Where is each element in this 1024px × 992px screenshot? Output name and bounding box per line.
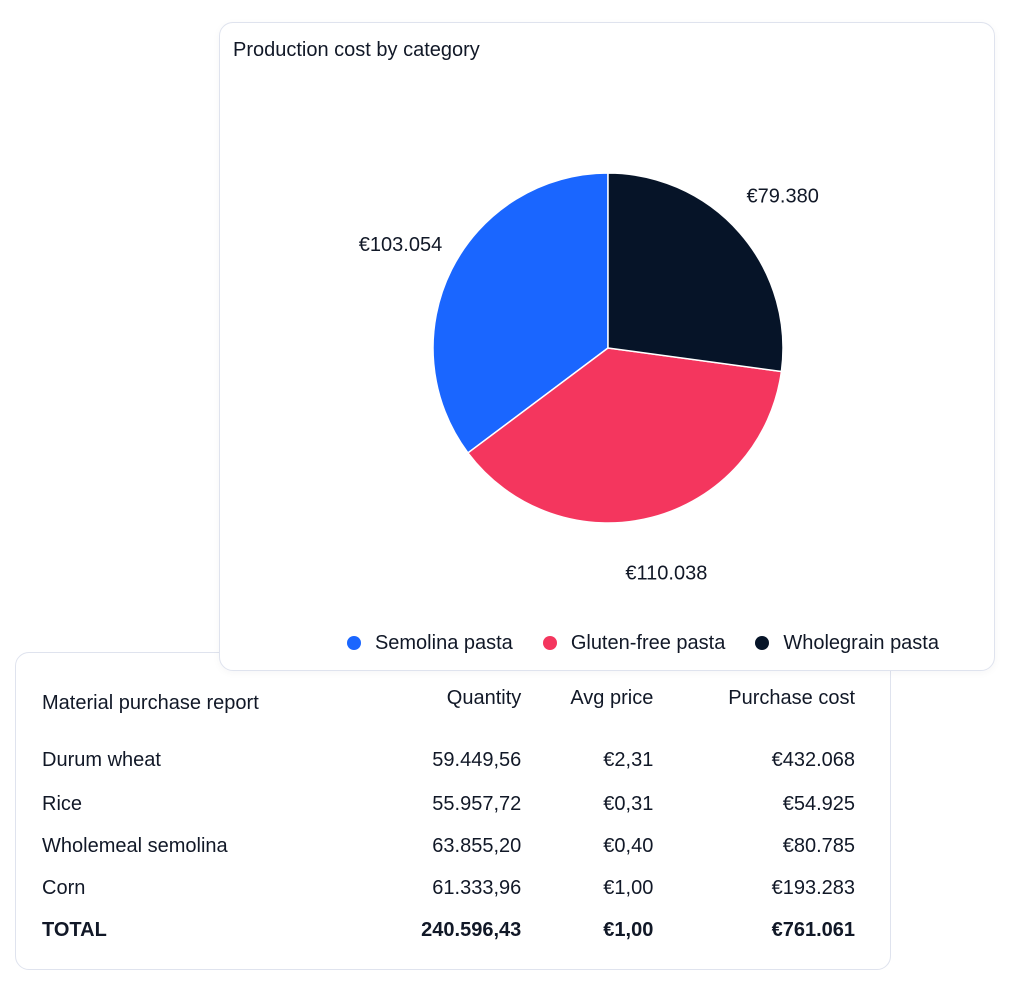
report-card [15,652,891,970]
table-header-quantity: Quantity [446,687,522,709]
pie-slice-wholegrain-pasta[interactable] [607,172,784,373]
chart-title: Production cost by category [233,39,480,61]
pie-value-label-semolina-pasta: €103.054 [359,234,442,256]
legend-item-gluten-free-pasta[interactable]: Gluten-free pasta [542,631,726,655]
table-cell-purchase-cost: €193.283 [771,877,855,899]
legend-label: Semolina pasta [374,632,513,654]
table-cell-avg-price: €0,31 [603,793,654,815]
table-cell-material: Wholemeal semolina [42,835,228,857]
material-purchase-report-table: Material purchase report Quantity Avg pr… [42,673,855,951]
chart-card: Production cost by category €103.054 €110… [219,22,995,671]
table-cell-material: Corn [42,877,86,899]
table-header-avg-price: Avg price [570,687,654,709]
table-cell-avg-price: €0,40 [603,835,654,857]
table-cell-purchase-cost: €80.785 [782,835,855,857]
chart-legend: Semolina pasta Gluten-free pasta Wholegr… [220,631,994,655]
table-cell-material: Durum wheat [42,749,161,771]
pie-chart: €103.054 €110.038 €79.380 [359,172,819,585]
legend-swatch [542,636,557,650]
legend-swatch [346,636,361,650]
table-cell-purchase-cost: €432.068 [771,749,855,771]
legend-item-wholegrain-pasta[interactable]: Wholegrain pasta [755,631,939,655]
pie-value-label-wholegrain-pasta: €79.380 [747,185,819,207]
table-cell-quantity: 63.855,20 [432,835,522,857]
legend-item-semolina-pasta[interactable]: Semolina pasta [346,631,513,655]
pie-value-label-gluten-free-pasta: €110.038 [625,563,707,585]
table-cell-material: Rice [42,793,83,815]
table-cell-purchase-cost: €54.925 [782,793,855,815]
total-purchase-cost: €761.061 [771,919,855,941]
table-header-row: Material purchase report Quantity Avg pr… [42,673,855,727]
total-avg-price: €1,00 [603,919,654,941]
table-header-purchase-cost: Purchase cost [728,687,855,709]
table-cell-quantity: 59.449,56 [432,749,522,771]
pie-slice-semolina-pasta[interactable] [432,172,609,455]
total-label: TOTAL [42,919,107,941]
table-row: Durum wheat 59.449,56 €2,31 €432.068 [42,727,855,783]
table-cell-quantity: 55.957,72 [432,793,522,815]
table-cell-avg-price: €2,31 [603,749,654,771]
table-cell-quantity: 61.333,96 [432,877,522,899]
table-row: Wholemeal semolina 63.855,20 €0,40 €80.7… [42,825,855,867]
total-quantity: 240.596,43 [421,919,522,941]
legend-label: Wholegrain pasta [783,632,939,654]
table-total-row: TOTAL 240.596,43 €1,00 €761.061 [42,909,855,951]
table-cell-avg-price: €1,00 [603,877,654,899]
pie-slice-gluten-free-pasta[interactable] [466,347,783,524]
legend-swatch [755,636,770,650]
table-header-report: Material purchase report [42,692,259,714]
legend-label: Gluten-free pasta [570,632,726,654]
table-row: Corn 61.333,96 €1,00 €193.283 [42,867,855,909]
table-row: Rice 55.957,72 €0,31 €54.925 [42,783,855,825]
